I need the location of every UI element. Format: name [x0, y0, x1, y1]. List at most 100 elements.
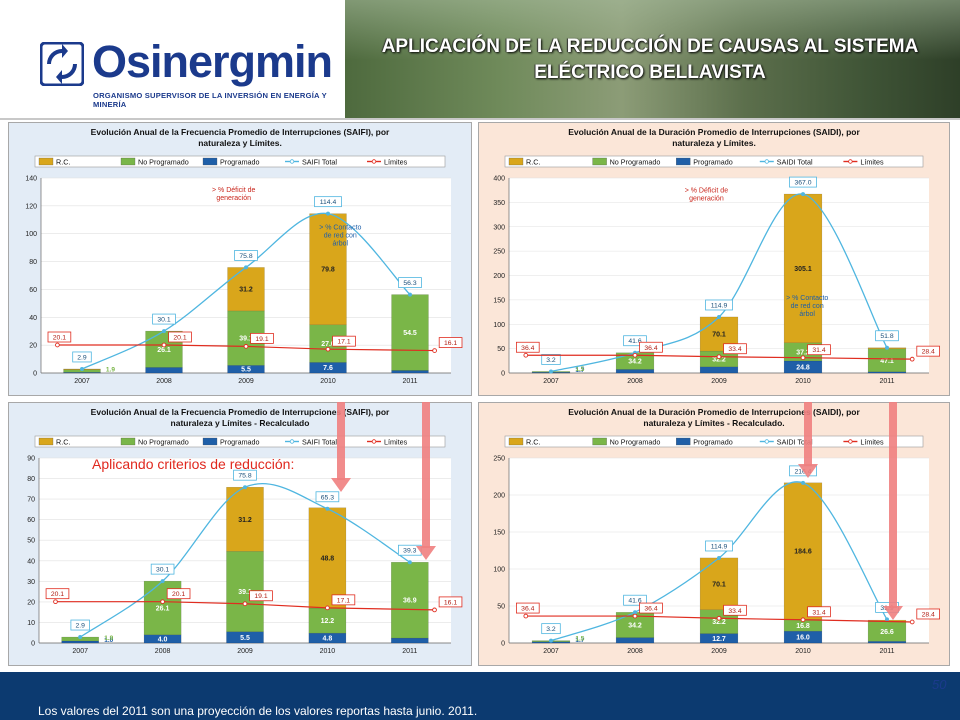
bar-segment: [145, 367, 183, 374]
bar-segment-label: 1.7: [575, 637, 584, 644]
legend-label: R.C.: [56, 158, 70, 167]
legend-swatch: [202, 437, 218, 446]
x-tick-label: 2010: [320, 378, 336, 385]
limits-label-box: [639, 602, 663, 614]
chart-title-line: naturaleza y Límites.: [198, 138, 282, 148]
limits-point: [325, 605, 330, 611]
bar-segment: [61, 640, 99, 644]
total-line: [79, 482, 411, 638]
footer-note: Los valores del 2011 son una proyección …: [38, 704, 478, 718]
legend-box: [504, 435, 924, 448]
chart-title-line: Evolución Anual de la Duración Promedio …: [568, 127, 860, 137]
limits-label-box: [45, 588, 70, 600]
y-tick-label: 350: [493, 200, 505, 207]
limits-label: 20.1: [53, 335, 66, 342]
saifi-recalc-chart-panel: Evolución Anual de la Frecuencia Promedi…: [8, 402, 472, 666]
legend-label: R.C.: [526, 438, 540, 447]
total-label-box: [875, 330, 899, 342]
legend-marker: [848, 159, 853, 164]
total-label: 2.9: [75, 623, 85, 630]
x-tick-label: 2011: [879, 378, 894, 385]
limits-label-box: [331, 594, 356, 606]
legend-marker: [764, 159, 769, 164]
chart-note: > % Contacto: [786, 295, 828, 302]
total-label: 31.9: [880, 605, 893, 612]
total-label-box: [541, 623, 561, 635]
bar-segment: [699, 366, 739, 374]
y-tick-label: 0: [31, 641, 35, 648]
limits-label-box: [168, 331, 192, 343]
total-label-box: [234, 250, 258, 261]
limits-label: 20.1: [172, 591, 185, 598]
total-label-box: [150, 563, 175, 575]
legend-label: Límites: [860, 438, 884, 447]
legend-label: SAIDI Total: [777, 158, 813, 167]
legend-swatch: [38, 437, 54, 446]
total-label: 39.3: [403, 548, 416, 555]
limits-label: 16.1: [444, 599, 457, 606]
chart-note: árbol: [333, 241, 349, 248]
bar-segment-label: 26.1: [157, 347, 171, 354]
total-label: 114.9: [711, 302, 728, 309]
total-label-box: [233, 469, 257, 481]
x-tick-label: 2010: [795, 648, 811, 655]
legend-marker: [848, 439, 853, 444]
limits-label: 36.4: [521, 606, 534, 613]
bar-segment: [867, 641, 907, 644]
bar-segment: [615, 369, 655, 374]
bar-segment-label: 5.5: [240, 635, 250, 642]
y-tick-label: 150: [493, 297, 505, 304]
limits-label-box: [916, 345, 940, 357]
limits-label-box: [723, 343, 747, 355]
y-tick-label: 200: [493, 493, 505, 500]
bar-segment: [391, 370, 429, 374]
saifi-chart-panel: Evolución Anual de la Frecuencia Promedi…: [8, 122, 472, 396]
legend-swatch: [676, 157, 691, 166]
total-label-box: [314, 196, 342, 208]
total-label: 41.6: [628, 338, 641, 345]
limits-label-box: [438, 337, 463, 348]
bar-segment-label: 36.9: [403, 598, 417, 605]
bar-segment: [227, 267, 265, 312]
bar-segment-label: 26.1: [156, 605, 170, 612]
limits-label: 28.4: [922, 349, 935, 356]
x-tick-label: 2009: [711, 648, 727, 655]
limits-label: 28.4: [922, 611, 935, 618]
limits-label: 36.4: [644, 606, 657, 613]
limits-point: [432, 607, 437, 613]
y-tick-label: 60: [29, 287, 37, 294]
total-point: [80, 366, 84, 371]
legend-marker: [289, 439, 295, 444]
total-label: 30.1: [156, 567, 169, 574]
limits-label-box: [916, 608, 940, 620]
limits-point: [909, 619, 915, 625]
bar-segment-label: 79.8: [321, 267, 335, 274]
y-tick-label: 10: [27, 620, 35, 627]
legend-label: SAIDI Total: [777, 438, 813, 447]
y-tick-label: 250: [493, 249, 505, 256]
legend-label: Programado: [693, 158, 733, 167]
x-tick-label: 2009: [711, 378, 727, 385]
bar-segment: [391, 294, 429, 371]
total-point: [549, 638, 553, 643]
bar-segment-label: 305.1: [794, 266, 812, 273]
total-point: [243, 485, 247, 490]
chart-note: > % Déficit de: [685, 188, 728, 195]
total-label: 75.8: [238, 473, 251, 480]
bar-segment: [391, 562, 429, 639]
bar-segment-label: 32.2: [712, 356, 726, 363]
legend-label: Programado: [220, 158, 260, 167]
total-label-box: [623, 335, 647, 347]
limits-point: [243, 344, 249, 349]
chart-title-line: naturaleza y Límites.: [672, 138, 756, 148]
x-tick-label: 2011: [402, 648, 417, 655]
legend-marker: [764, 439, 769, 444]
total-label-box: [398, 277, 422, 288]
legend-label: Límites: [384, 438, 408, 447]
bar-segment-label: 184.6: [794, 549, 812, 556]
bar-segment-label: 39.1: [238, 589, 252, 596]
total-label: 2.9: [77, 354, 87, 361]
x-tick-label: 2008: [627, 378, 643, 385]
saifi-chart: Evolución Anual de la Frecuencia Promedi…: [25, 127, 463, 385]
y-tick-label: 300: [493, 224, 505, 231]
